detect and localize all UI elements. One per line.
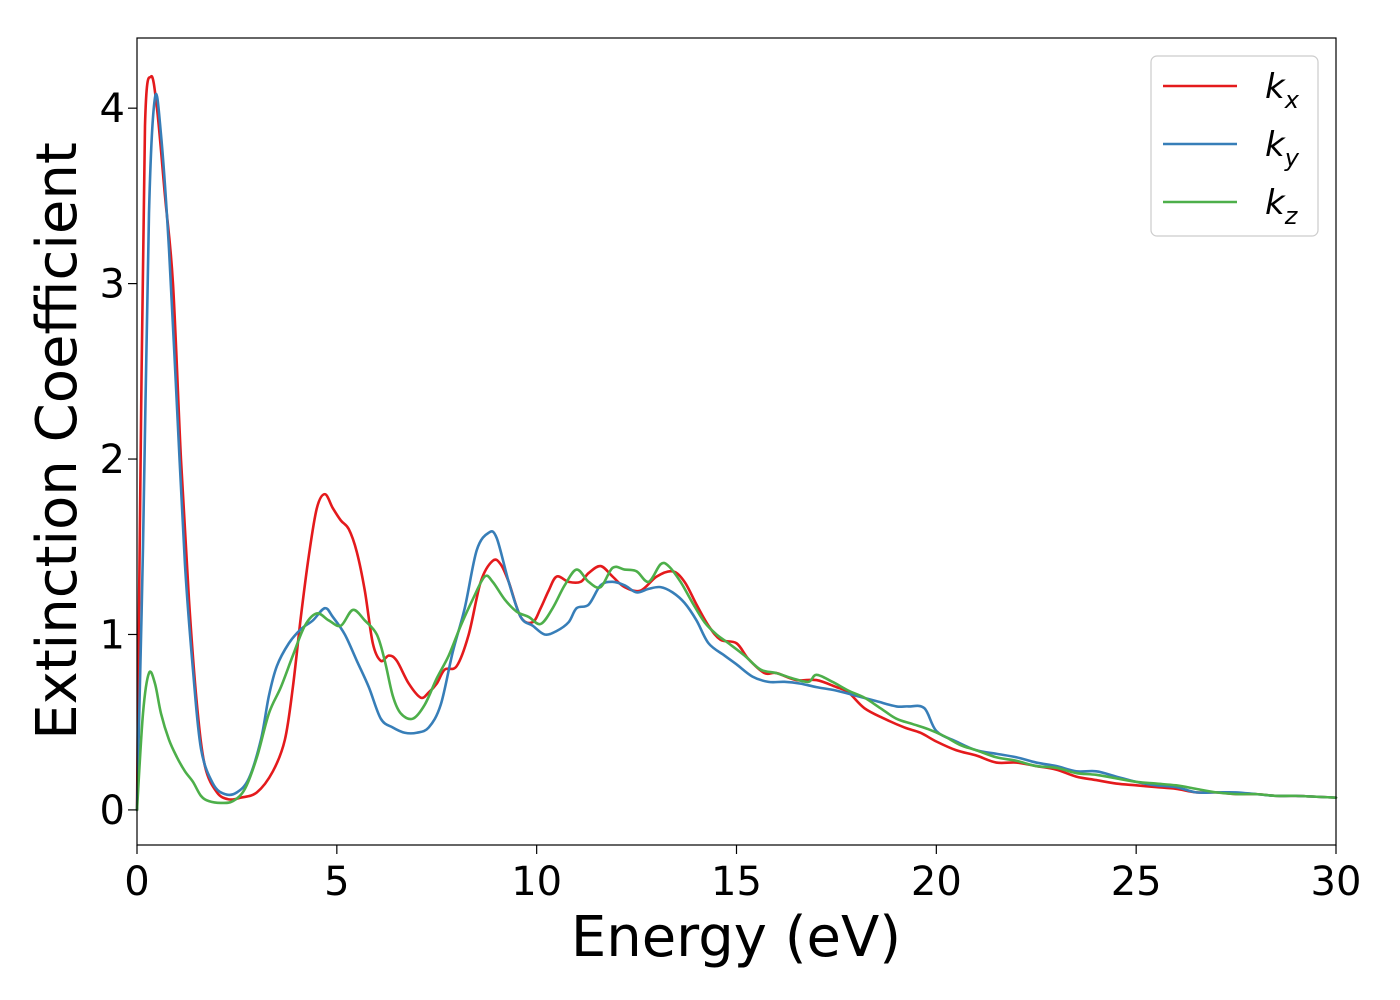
y-tick-label: 0 xyxy=(100,788,125,834)
y-tick-label: 1 xyxy=(100,612,125,658)
x-axis-title: Energy (eV) xyxy=(571,905,901,970)
x-tick-label: 20 xyxy=(911,859,962,905)
legend-symbol: k xyxy=(1265,67,1286,107)
x-axis: 0 5 10 15 20 25 30 xyxy=(124,845,1361,905)
legend-subscript: z xyxy=(1284,202,1299,230)
x-tick-label: 0 xyxy=(124,859,149,905)
series-line-ky xyxy=(135,93,1338,812)
legend-box xyxy=(1150,55,1319,237)
legend-label-kx: kx xyxy=(1265,67,1300,114)
y-axis-title: Extinction Coefficient xyxy=(25,142,90,740)
y-axis: 0 1 2 3 4 xyxy=(100,86,137,834)
plot-series-group xyxy=(135,74,1338,812)
legend-subscript: y xyxy=(1284,144,1300,172)
legend-subscript: x xyxy=(1284,86,1300,114)
series-line-kz xyxy=(135,561,1338,812)
legend-symbol: k xyxy=(1265,183,1286,223)
legend-label-kz: kz xyxy=(1265,183,1299,230)
legend-label-ky: ky xyxy=(1265,125,1300,172)
x-tick-label: 30 xyxy=(1311,859,1362,905)
x-tick-label: 15 xyxy=(711,859,762,905)
x-tick-label: 5 xyxy=(324,859,349,905)
y-tick-label: 4 xyxy=(100,86,125,132)
x-tick-label: 25 xyxy=(1111,859,1162,905)
legend-symbol: k xyxy=(1265,125,1286,165)
y-tick-label: 2 xyxy=(100,437,125,483)
x-tick-label: 10 xyxy=(511,859,562,905)
series-line-kx xyxy=(135,74,1338,812)
y-tick-label: 3 xyxy=(100,262,125,308)
